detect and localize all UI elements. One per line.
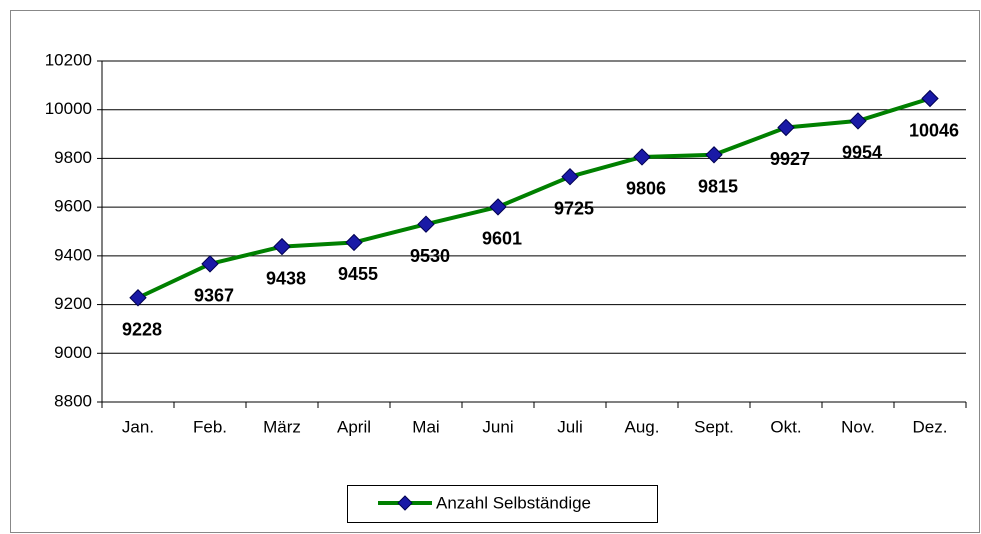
marker [345,233,363,252]
data-label: 9806 [626,179,666,199]
legend-marker [397,495,413,511]
data-label: 9438 [266,268,306,288]
x-tick-label: Aug. [625,417,660,436]
data-label: 9601 [482,229,522,249]
marker [921,89,939,108]
marker [417,215,435,233]
x-tick-label: Okt. [770,417,801,436]
data-label: 9367 [194,286,234,306]
x-tick-label: Juni [482,417,513,436]
y-tick-label: 10200 [45,50,92,69]
marker [705,146,723,164]
y-tick-label: 9600 [54,197,92,216]
data-label: 9954 [842,143,882,163]
x-tick-label: Feb. [193,417,227,436]
y-tick-label: 9200 [54,294,92,313]
data-label: 9927 [770,149,810,169]
y-tick-label: 9000 [54,343,92,362]
x-tick-label: März [263,417,301,436]
legend-label: Anzahl Selbständige [436,493,591,512]
data-label: 9228 [122,320,162,340]
marker [129,289,147,307]
data-label: 10046 [909,120,959,140]
y-tick-label: 8800 [54,391,92,410]
marker [489,198,507,216]
y-tick-label: 10000 [45,99,92,118]
x-tick-label: Sept. [694,417,734,436]
x-tick-label: Juli [557,417,583,436]
data-label: 9455 [338,264,378,284]
data-label: 9725 [554,198,594,218]
data-label: 9815 [698,177,738,197]
chart-frame [10,10,980,533]
x-tick-label: April [337,417,371,436]
marker [633,148,651,166]
data-label: 9530 [410,246,450,266]
marker [849,112,867,130]
x-tick-label: Dez. [913,417,948,436]
marker [273,237,291,256]
x-tick-label: Mai [412,417,439,436]
marker [201,255,219,273]
y-tick-label: 9800 [54,148,92,167]
marker [777,118,795,137]
marker [561,167,579,186]
x-tick-label: Nov. [841,417,875,436]
series-line [137,96,931,300]
x-tick-label: Jan. [122,417,154,436]
y-tick-label: 9400 [54,245,92,264]
